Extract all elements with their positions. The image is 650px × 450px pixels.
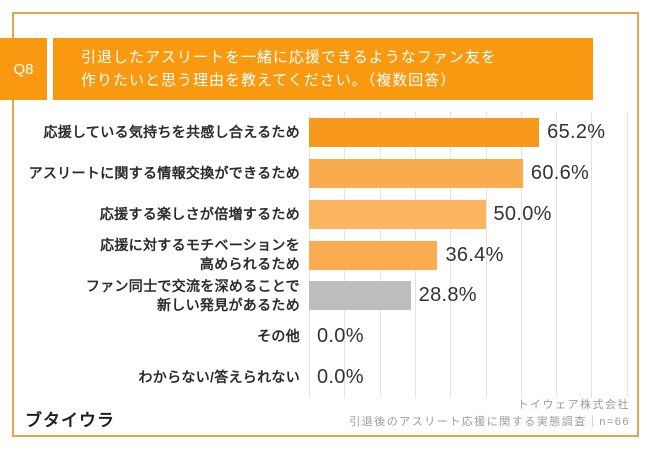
question-number-badge: Q8 [0,38,47,100]
outer-frame-border [12,12,639,437]
category-label: その他 [257,328,300,345]
bar [309,117,540,147]
chart-row: その他 0.0% [25,316,625,357]
brand-logo: ブタイウラ [25,411,115,430]
chart-row: ファン同士で交流を深めることで 新しい発見があるため 28.8% [25,275,625,316]
source-company: トイウェア株式会社 [517,399,630,411]
bar [309,199,486,229]
gridline [591,112,593,398]
category-label: ファン同士で交流を深めることで 新しい発見があるため [85,277,300,313]
gridline [450,112,452,398]
category-label: 応援に対するモチベーションを 高められるため [100,237,300,272]
gridline [626,112,628,398]
chart-row: 応援する楽しさが倍増するため 50.0% [25,194,625,235]
value-label: 65.2% [547,120,606,143]
chart-row: 応援している気持ちを共感し合えるため 65.2% [25,112,625,153]
value-label: 60.6% [530,161,590,184]
chart-row: アスリートに関する情報交換ができるため 60.6% [25,153,625,194]
bar [309,281,411,311]
bar-track: 65.2% [309,112,625,153]
bar-track: 36.4% [309,235,625,276]
value-label: 0.0% [317,366,364,389]
category-label: 応援する楽しさが倍増するため [99,205,300,222]
chart-row: わからない/答えられない 0.0% [25,357,625,398]
bar [309,240,438,270]
gridline [520,112,522,398]
gridline [556,112,558,398]
chart-row: 応援に対するモチベーションを 高められるため 36.4% [25,235,625,276]
bar-track: 28.8% [309,275,625,316]
bar-chart: 応援している気持ちを共感し合えるため 65.2% アスリートに関する情報交換ができる… [25,112,625,398]
source-survey-note: 引退後のアスリート応援に関する実態調査｜n=66 [349,416,630,429]
question-title-bar: 引退したアスリートを一緒に応援できるようなファン友を 作りたいと思う理由を教えて… [53,38,593,100]
value-label: 36.4% [445,243,504,266]
value-label: 28.8% [418,284,477,307]
value-label: 0.0% [317,325,364,348]
category-label: アスリートに関する情報交換ができるため [28,164,300,181]
source-note: トイウェア株式会社 引退後のアスリート応援に関する実態調査｜n=66 [349,397,630,431]
bar-track: 0.0% [309,357,625,398]
bar-track: 50.0% [309,194,625,235]
bar [309,158,523,188]
category-label: 応援している気持ちを共感し合えるため [43,123,300,140]
gridline [485,112,487,398]
bar-track: 60.6% [309,153,625,194]
bar-track: 0.0% [309,316,625,357]
value-label: 50.0% [493,202,552,225]
category-label: わからない/答えられない [138,369,300,386]
